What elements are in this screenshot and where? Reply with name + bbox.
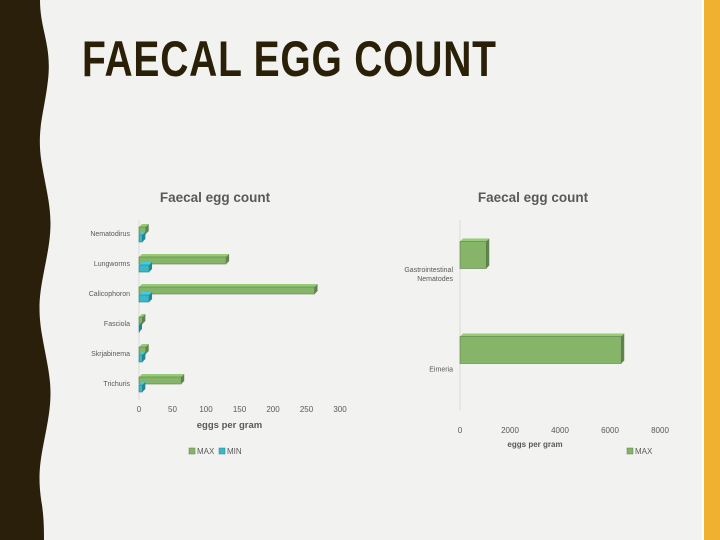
legend-label: MAX — [197, 447, 215, 456]
bar-max-side — [142, 314, 146, 324]
decorative-left-band — [0, 0, 51, 540]
bar-min-top — [139, 292, 153, 295]
x-tick-label: 4000 — [551, 426, 569, 435]
chart-title: Faecal egg count — [478, 190, 589, 205]
bar-max-side — [181, 374, 185, 384]
bar-min — [138, 384, 143, 393]
bar-max-side — [314, 284, 318, 294]
bar-max-top — [139, 374, 185, 377]
bar-max-side — [145, 344, 149, 354]
category-label: Gastrointestinal — [404, 267, 453, 274]
bar-max-side — [621, 333, 625, 364]
bar-max-top — [460, 238, 490, 242]
legend-swatch — [218, 447, 226, 455]
bar-max — [459, 336, 622, 364]
slide-title: FAECAL EGG COUNT — [82, 31, 497, 87]
x-tick-label: 50 — [168, 405, 177, 414]
bar-max-top — [139, 344, 149, 347]
category-label: Calicophoron — [89, 291, 130, 298]
legend-swatch — [188, 447, 196, 455]
x-tick-label: 250 — [300, 405, 314, 414]
accent-line — [702, 0, 704, 540]
chart-right-faecal-egg-count: Faecal egg count 0 2000 4000 6000 8000 eggs pe… — [404, 190, 669, 456]
bar-min — [138, 294, 150, 303]
category-label: Nematodes — [417, 276, 453, 283]
x-tick-label: 8000 — [651, 426, 669, 435]
chart-left-faecal-egg-count: Faecal egg count 0 50 100 150 200 250 300 eggs p… — [89, 190, 347, 456]
legend-swatch — [626, 447, 634, 455]
bar-max-top — [139, 254, 230, 257]
bar-max — [459, 241, 487, 269]
legend-label: MIN — [227, 447, 242, 456]
bar-min-side — [149, 262, 153, 272]
bar-min-side — [142, 232, 146, 242]
bar-min-side — [142, 352, 146, 362]
bar-min — [138, 234, 143, 243]
chart-title: Faecal egg count — [160, 190, 271, 205]
bar-min-top — [139, 262, 153, 265]
bar-max — [138, 286, 315, 295]
bar-max — [138, 376, 182, 385]
bar-min-top — [139, 352, 146, 355]
bar-max-side — [145, 224, 149, 234]
x-tick-label: 6000 — [601, 426, 619, 435]
bar-max-side — [486, 238, 490, 269]
category-label: Eimeria — [429, 367, 453, 374]
bar-max-side — [226, 254, 230, 264]
bar-max-top — [139, 284, 318, 287]
bar-max-top — [139, 314, 146, 317]
bar-min — [138, 354, 143, 363]
bar-min — [138, 264, 150, 273]
x-axis-label: eggs per gram — [197, 420, 262, 431]
x-tick-label: 200 — [266, 405, 280, 414]
bar-min-top — [139, 382, 146, 385]
x-tick-label: 150 — [233, 405, 247, 414]
bar-max — [138, 256, 227, 265]
x-tick-label: 2000 — [501, 426, 519, 435]
bar-min — [138, 324, 140, 333]
x-tick-label: 0 — [458, 426, 463, 435]
x-tick-label: 100 — [199, 405, 213, 414]
legend-label: MAX — [635, 447, 653, 456]
category-label: Nematodirus — [90, 231, 130, 238]
bar-min-side — [142, 382, 146, 392]
x-tick-label: 0 — [137, 405, 142, 414]
bar-min-top — [139, 232, 146, 235]
category-label: Lungworms — [94, 261, 131, 268]
bar-min-side — [149, 292, 153, 302]
category-label: Fasciola — [104, 321, 130, 328]
bar-max-top — [139, 224, 149, 227]
accent-stripe — [704, 0, 720, 540]
x-axis-label: eggs per gram — [507, 440, 562, 449]
bar-max-top — [460, 333, 625, 337]
category-label: Trichuris — [103, 381, 130, 388]
category-label: Skrjabinema — [91, 351, 130, 358]
x-tick-label: 300 — [333, 405, 347, 414]
